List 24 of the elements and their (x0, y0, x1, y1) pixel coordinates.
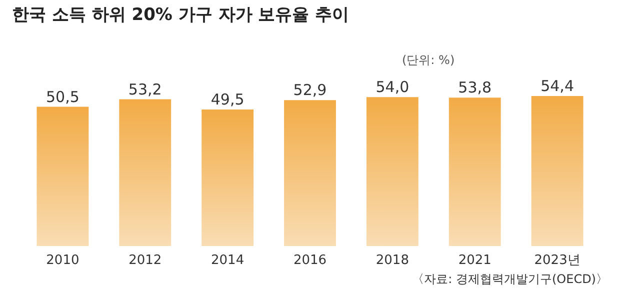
text: (단위: %) (402, 53, 455, 67)
bar (119, 99, 172, 246)
bar (531, 96, 584, 246)
x-tick-label: 2014 (211, 253, 244, 268)
data-label: 50,5 (46, 88, 80, 106)
bar (36, 106, 89, 246)
bar (366, 97, 418, 246)
x-tick-label: 2018 (376, 253, 409, 268)
bar (202, 110, 254, 246)
data-label: 54,0 (376, 78, 410, 96)
x-tick-label: 2021 (458, 253, 492, 268)
chart-title: 한국 소득 하위 20% 가구 자가 보유율 추이 (12, 5, 350, 25)
bar (448, 98, 501, 246)
x-tick-label: 2010 (46, 253, 80, 268)
data-label: 49,5 (210, 90, 244, 109)
data-label: 54,4 (540, 77, 574, 95)
bar (284, 100, 336, 246)
x-tick-label: 2023년 (534, 253, 580, 268)
x-tick-label: 2012 (128, 253, 162, 268)
text: 〈자료: 경제협력개발기구(OECD)〉 (412, 272, 608, 286)
x-tick-label: 2016 (293, 253, 327, 268)
data-label: 52,9 (293, 81, 327, 100)
data-label: 53,8 (458, 78, 492, 97)
data-label: 53,2 (128, 80, 162, 98)
